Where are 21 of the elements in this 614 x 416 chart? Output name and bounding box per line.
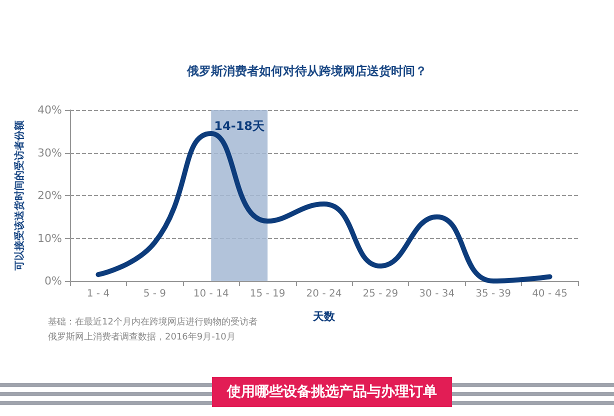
chart-title: 俄罗斯消费者如何对待从跨境网店送货时间？ xyxy=(186,64,427,78)
text: 俄罗斯网上消费者调查数据，2016年9月-10月 xyxy=(48,332,236,342)
x-tick-label: 30 - 34 xyxy=(419,288,455,300)
x-tick-label: 40 - 45 xyxy=(532,288,568,300)
band-label: 14-18天 xyxy=(214,119,266,133)
x-tick-label: 35 - 39 xyxy=(476,288,512,300)
x-tick-label: 10 - 14 xyxy=(193,288,229,300)
y-tick-label: 20% xyxy=(38,189,62,202)
y-tick-label: 40% xyxy=(38,104,62,116)
text: 使用哪些设备挑选产品与办理订单 xyxy=(226,383,437,400)
x-tick-label: 25 - 29 xyxy=(362,288,398,300)
x-tick-label: 20 - 24 xyxy=(306,288,342,300)
y-tick-label: 10% xyxy=(38,232,62,245)
text: 基础：在最近12个月内在跨境网店进行购物的受访者 xyxy=(48,316,258,328)
y-tick-label: 0% xyxy=(44,274,62,288)
x-tick-label: 1 - 4 xyxy=(86,288,110,300)
x-axis-title: 天数 xyxy=(312,310,336,323)
y-axis-title: 可以接受该送货时间的受访者份额 xyxy=(14,120,26,272)
y-tick-label: 30% xyxy=(38,146,62,160)
x-tick-label: 5 - 9 xyxy=(143,288,166,300)
x-tick-label: 15 - 19 xyxy=(250,288,286,300)
